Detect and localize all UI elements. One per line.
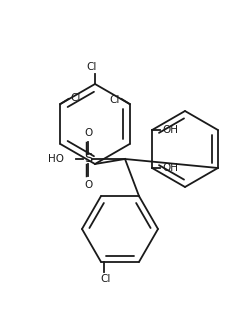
Text: HO: HO bbox=[48, 154, 64, 164]
Text: Cl: Cl bbox=[70, 93, 81, 103]
Text: OH: OH bbox=[162, 163, 178, 173]
Text: S: S bbox=[84, 152, 92, 166]
Text: OH: OH bbox=[162, 125, 178, 135]
Text: O: O bbox=[84, 180, 92, 190]
Text: O: O bbox=[84, 128, 92, 138]
Text: Cl: Cl bbox=[109, 95, 120, 105]
Text: Cl: Cl bbox=[101, 274, 111, 284]
Text: Cl: Cl bbox=[87, 62, 97, 72]
